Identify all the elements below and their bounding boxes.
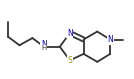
Text: N: N: [41, 40, 47, 49]
Text: N: N: [107, 35, 113, 44]
Text: H: H: [41, 45, 47, 51]
Text: S: S: [68, 56, 72, 65]
Text: N: N: [67, 29, 73, 38]
